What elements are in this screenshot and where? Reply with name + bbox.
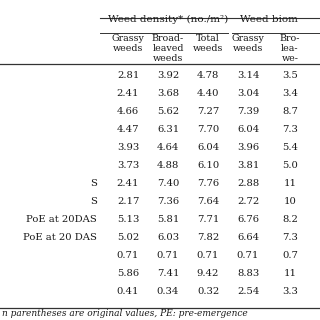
Text: 0.7: 0.7 (282, 251, 298, 260)
Text: Total
weeds: Total weeds (193, 34, 223, 53)
Text: 6.64: 6.64 (237, 233, 259, 242)
Text: 0.71: 0.71 (237, 251, 259, 260)
Text: 2.72: 2.72 (237, 196, 259, 205)
Text: 7.36: 7.36 (157, 196, 179, 205)
Text: 7.41: 7.41 (157, 268, 179, 277)
Text: PoE at 20DAS: PoE at 20DAS (26, 214, 97, 223)
Text: 8.7: 8.7 (282, 107, 298, 116)
Text: 2.88: 2.88 (237, 179, 259, 188)
Text: S: S (90, 196, 97, 205)
Text: 3.68: 3.68 (157, 89, 179, 98)
Text: 11: 11 (284, 179, 297, 188)
Text: PoE at 20 DAS: PoE at 20 DAS (23, 233, 97, 242)
Text: 5.02: 5.02 (117, 233, 139, 242)
Text: 2.41: 2.41 (117, 179, 139, 188)
Text: 3.3: 3.3 (282, 286, 298, 295)
Text: Bro-
lea-
we-: Bro- lea- we- (280, 34, 300, 63)
Text: 0.71: 0.71 (197, 251, 219, 260)
Text: 5.86: 5.86 (117, 268, 139, 277)
Text: 5.13: 5.13 (117, 214, 139, 223)
Text: 0.34: 0.34 (157, 286, 179, 295)
Text: 5.81: 5.81 (157, 214, 179, 223)
Text: S: S (90, 179, 97, 188)
Text: 3.81: 3.81 (237, 161, 259, 170)
Text: 6.03: 6.03 (157, 233, 179, 242)
Text: Grassy
weeds: Grassy weeds (112, 34, 144, 53)
Text: 7.3: 7.3 (282, 124, 298, 133)
Text: 0.41: 0.41 (117, 286, 139, 295)
Text: 2.54: 2.54 (237, 286, 259, 295)
Text: n parentheses are original values, PE: pre-emergence: n parentheses are original values, PE: p… (2, 309, 248, 318)
Text: 7.3: 7.3 (282, 233, 298, 242)
Text: 3.92: 3.92 (157, 70, 179, 79)
Text: 6.31: 6.31 (157, 124, 179, 133)
Text: 3.4: 3.4 (282, 89, 298, 98)
Text: 9.42: 9.42 (197, 268, 219, 277)
Text: 8.83: 8.83 (237, 268, 259, 277)
Text: 6.04: 6.04 (237, 124, 259, 133)
Text: 3.73: 3.73 (117, 161, 139, 170)
Text: 5.4: 5.4 (282, 142, 298, 151)
Text: 7.70: 7.70 (197, 124, 219, 133)
Text: 0.71: 0.71 (117, 251, 139, 260)
Text: 0.32: 0.32 (197, 286, 219, 295)
Text: 0.71: 0.71 (157, 251, 179, 260)
Text: 10: 10 (284, 196, 296, 205)
Text: 4.88: 4.88 (157, 161, 179, 170)
Text: 11: 11 (284, 268, 297, 277)
Text: 3.04: 3.04 (237, 89, 259, 98)
Text: 4.47: 4.47 (117, 124, 139, 133)
Text: 2.41: 2.41 (117, 89, 139, 98)
Text: 4.78: 4.78 (197, 70, 219, 79)
Text: 7.64: 7.64 (197, 196, 219, 205)
Text: 6.04: 6.04 (197, 142, 219, 151)
Text: 7.27: 7.27 (197, 107, 219, 116)
Text: 4.66: 4.66 (117, 107, 139, 116)
Text: 5.62: 5.62 (157, 107, 179, 116)
Text: Broad-
leaved
weeds: Broad- leaved weeds (152, 34, 184, 63)
Text: 8.2: 8.2 (282, 214, 298, 223)
Text: 7.71: 7.71 (197, 214, 219, 223)
Text: 3.5: 3.5 (282, 70, 298, 79)
Text: 7.39: 7.39 (237, 107, 259, 116)
Text: 3.96: 3.96 (237, 142, 259, 151)
Text: Weed density* (no./m²): Weed density* (no./m²) (108, 15, 228, 24)
Text: 5.0: 5.0 (282, 161, 298, 170)
Text: Grassy
weeds: Grassy weeds (232, 34, 264, 53)
Text: 4.64: 4.64 (157, 142, 179, 151)
Text: 3.14: 3.14 (237, 70, 259, 79)
Text: 6.76: 6.76 (237, 214, 259, 223)
Text: 7.82: 7.82 (197, 233, 219, 242)
Text: 4.40: 4.40 (197, 89, 219, 98)
Text: Weed biom: Weed biom (240, 15, 298, 24)
Text: 7.40: 7.40 (157, 179, 179, 188)
Text: 2.81: 2.81 (117, 70, 139, 79)
Text: 6.10: 6.10 (197, 161, 219, 170)
Text: 7.76: 7.76 (197, 179, 219, 188)
Text: 2.17: 2.17 (117, 196, 139, 205)
Text: 3.93: 3.93 (117, 142, 139, 151)
